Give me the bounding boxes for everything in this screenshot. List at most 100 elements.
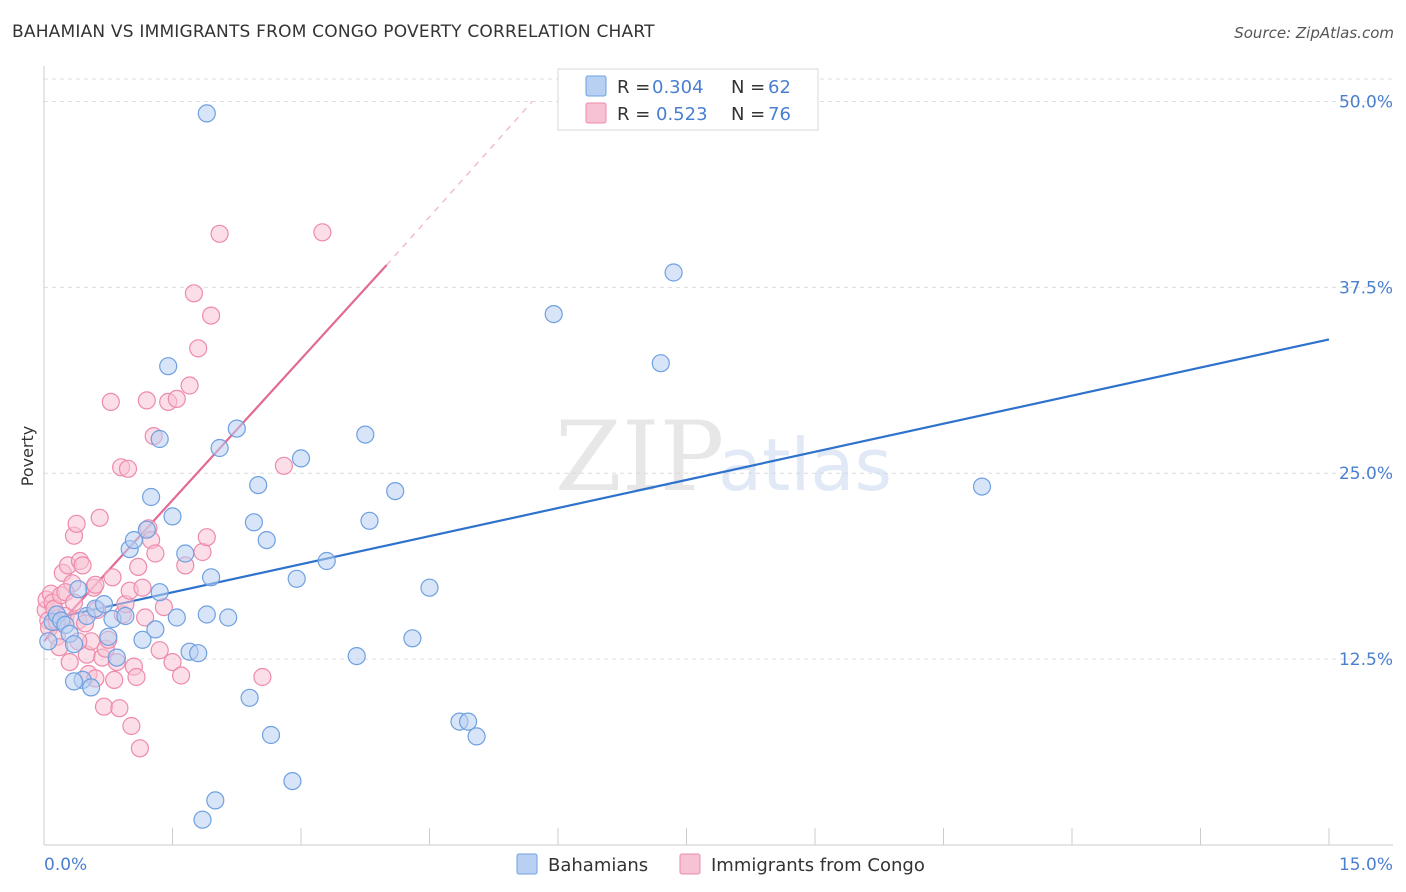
congo-point-73 bbox=[86, 575, 105, 594]
congo-point-68 bbox=[253, 667, 272, 687]
congo-point-49 bbox=[137, 391, 156, 410]
congo-point-67 bbox=[210, 224, 229, 243]
watermark-atlas: atlas bbox=[718, 423, 892, 507]
x-tick-max: 15.0% bbox=[1339, 855, 1393, 875]
congo-point-34 bbox=[105, 670, 124, 690]
bahamian-point-30 bbox=[189, 644, 208, 663]
y-tick-label-2: 37.5% bbox=[1339, 278, 1393, 298]
legend-blue-r-value: 0.304 bbox=[652, 77, 704, 98]
congo-point-66 bbox=[202, 306, 221, 325]
congo-point-54 bbox=[150, 641, 169, 660]
series-legend: Bahamians Immigrants from Congo bbox=[516, 853, 925, 876]
bottom-legend-congo: Immigrants from Congo bbox=[711, 855, 925, 876]
bahamian-point-59 bbox=[972, 477, 992, 496]
congo-point-36 bbox=[110, 699, 129, 718]
congo-point-27 bbox=[90, 508, 109, 527]
bahamian-point-48 bbox=[360, 511, 379, 530]
congo-point-48 bbox=[136, 608, 155, 627]
bahamian-point-58 bbox=[664, 263, 683, 282]
bahamian-point-18 bbox=[124, 530, 143, 550]
watermark: ZIP atlas bbox=[555, 401, 892, 513]
congo-point-33 bbox=[103, 568, 122, 587]
bahamian-point-44 bbox=[291, 449, 311, 468]
bahamian-point-32 bbox=[202, 568, 221, 587]
bahamian-point-22 bbox=[146, 620, 165, 639]
bahamian-point-60 bbox=[197, 104, 216, 123]
bahamian-point-49 bbox=[386, 482, 405, 501]
bahamian-point-15 bbox=[107, 648, 126, 667]
congo-point-32 bbox=[101, 392, 120, 411]
legend-swatch-blue bbox=[585, 75, 607, 97]
legend-pink-n-value: 76 bbox=[768, 104, 791, 125]
bahamian-point-43 bbox=[287, 569, 306, 588]
bahamian-point-41 bbox=[261, 725, 281, 745]
bahamian-point-21 bbox=[142, 487, 161, 507]
legend-pink-n-label: N = bbox=[731, 104, 765, 125]
bahamian-point-26 bbox=[163, 507, 182, 526]
bahamian-point-10 bbox=[81, 678, 101, 697]
legend-blue-n-label: N = bbox=[731, 77, 765, 98]
legend-blue-r-label: R = bbox=[617, 77, 650, 98]
bahamian-point-47 bbox=[356, 425, 375, 444]
bahamian-point-7 bbox=[69, 580, 88, 599]
bahamian-point-25 bbox=[159, 357, 178, 376]
congo-point-63 bbox=[189, 339, 208, 358]
legend-swatch-pink bbox=[585, 102, 607, 124]
watermark-zip: ZIP bbox=[555, 401, 724, 513]
bahamian-point-39 bbox=[249, 476, 268, 495]
congo-point-65 bbox=[197, 528, 216, 547]
bahamian-point-12 bbox=[94, 594, 114, 614]
congo-point-59 bbox=[172, 666, 191, 685]
bahamian-point-0 bbox=[39, 632, 58, 651]
congo-point-58 bbox=[167, 389, 186, 408]
legend-blue-n-value: 62 bbox=[768, 77, 791, 98]
bahamian-point-28 bbox=[176, 544, 195, 563]
chart-title: BAHAMIAN VS IMMIGRANTS FROM CONGO POVERT… bbox=[12, 22, 655, 42]
bottom-legend-swatch-bahamians bbox=[516, 853, 538, 875]
bahamian-point-23 bbox=[150, 583, 169, 602]
bahamian-point-6 bbox=[64, 635, 84, 654]
bahamian-point-27 bbox=[167, 608, 186, 627]
congo-point-53 bbox=[146, 544, 165, 563]
bahamian-point-24 bbox=[150, 429, 169, 449]
bahamian-point-42 bbox=[283, 771, 302, 791]
bahamian-point-31 bbox=[197, 605, 216, 624]
congo-point-40 bbox=[118, 459, 138, 478]
bahamian-point-40 bbox=[257, 530, 276, 550]
congo-point-19 bbox=[73, 556, 92, 575]
bahamian-point-20 bbox=[137, 520, 156, 539]
bahamian-point-37 bbox=[240, 688, 259, 707]
congo-point-45 bbox=[129, 557, 148, 577]
source-attribution: Source: ZipAtlas.com bbox=[1234, 24, 1394, 42]
bahamian-point-46 bbox=[347, 646, 366, 666]
bahamian-point-33 bbox=[206, 791, 225, 810]
congo-point-70 bbox=[313, 223, 332, 242]
bahamian-point-54 bbox=[467, 727, 486, 746]
congo-point-57 bbox=[163, 652, 182, 672]
bahamian-point-56 bbox=[544, 305, 563, 324]
stats-legend: R = 0.304 N = 62 R = 0.523 N = 76 bbox=[557, 68, 819, 131]
congo-point-29 bbox=[94, 697, 114, 716]
bahamian-point-36 bbox=[227, 419, 246, 438]
congo-point-69 bbox=[274, 456, 293, 475]
congo-point-13 bbox=[60, 652, 79, 672]
bahamian-point-35 bbox=[219, 608, 238, 627]
y-tick-label-1: 25.0% bbox=[1339, 464, 1393, 484]
bahamian-point-53 bbox=[459, 712, 478, 731]
legend-pink-r-label: R = bbox=[617, 104, 650, 125]
bahamian-point-16 bbox=[116, 606, 135, 626]
bahamian-point-57 bbox=[651, 354, 670, 373]
bahamian-point-19 bbox=[133, 630, 152, 649]
y-tick-label-0: 12.5% bbox=[1339, 650, 1393, 670]
bahamian-point-51 bbox=[420, 578, 439, 597]
bahamian-point-50 bbox=[403, 629, 422, 648]
congo-point-47 bbox=[133, 578, 152, 597]
bottom-legend-bahamians: Bahamians bbox=[548, 855, 648, 876]
bahamian-point-45 bbox=[317, 551, 336, 571]
trend-line-bahamians bbox=[43, 338, 1330, 622]
bahamian-point-38 bbox=[244, 513, 263, 532]
bottom-legend-swatch-congo bbox=[679, 853, 701, 875]
axes bbox=[43, 66, 1393, 846]
bahamian-points bbox=[39, 104, 992, 829]
